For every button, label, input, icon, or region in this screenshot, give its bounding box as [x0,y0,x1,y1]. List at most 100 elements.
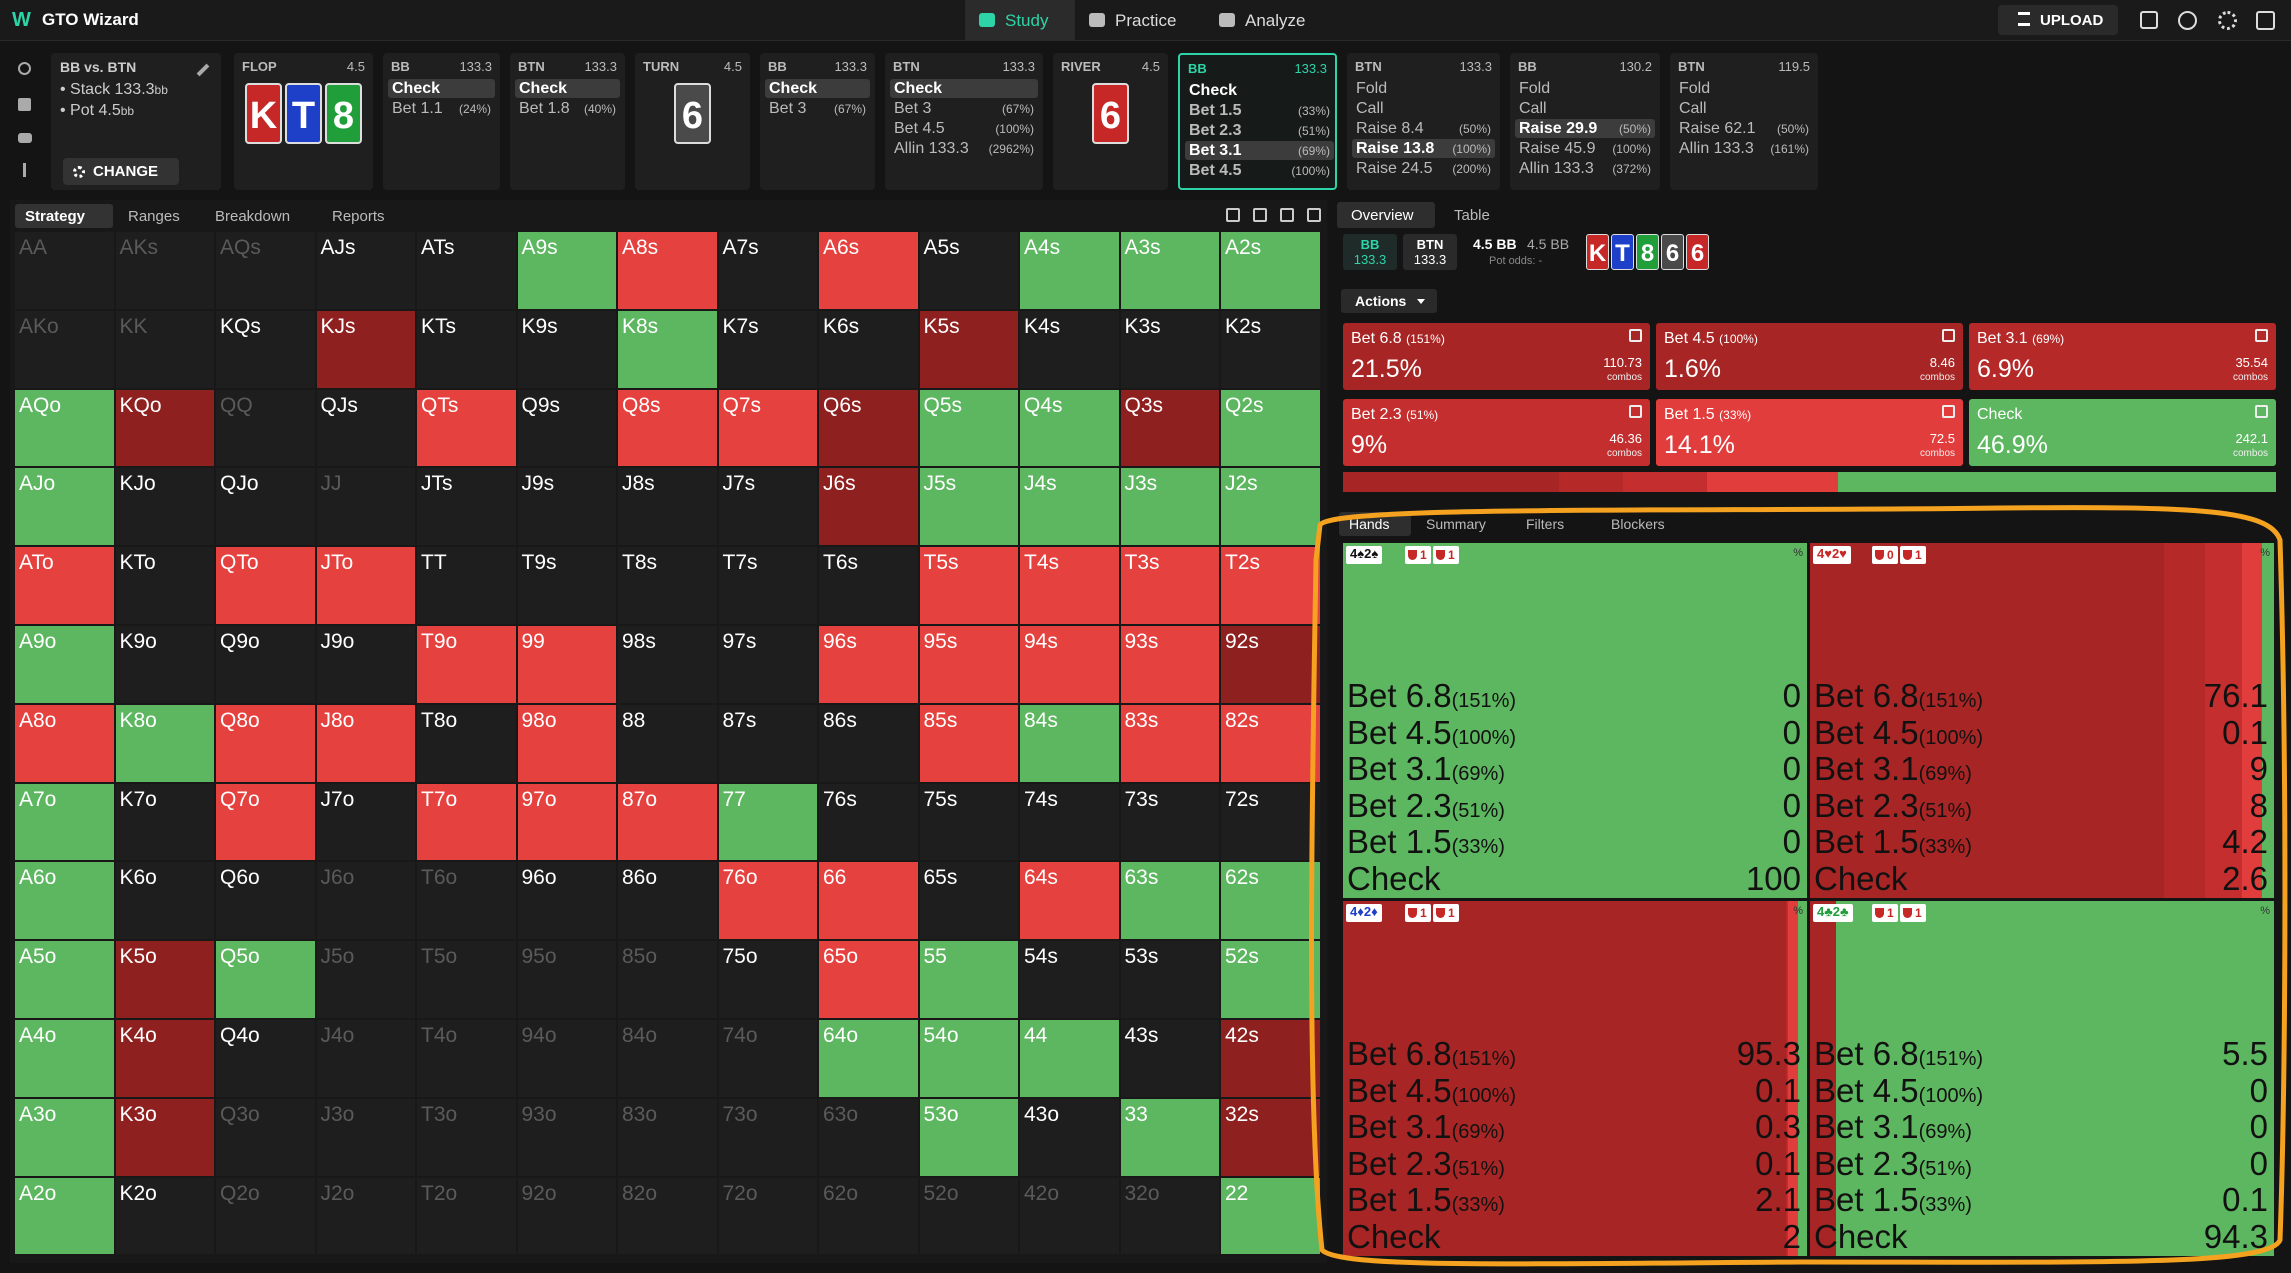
hand-cell[interactable]: KK [115,310,214,388]
hand-cell[interactable]: K7s [718,310,817,388]
action-option[interactable]: Call [1675,99,1813,118]
hand-cell[interactable]: 96s [819,626,918,703]
action-option[interactable]: Bet 3 (67%) [765,99,870,118]
nav-tab[interactable]: Study [965,0,1075,41]
action-option[interactable]: Raise 45.9 (100%) [1515,139,1655,158]
hand-cell[interactable]: J3o [316,1098,415,1176]
hand-cell[interactable]: QJs [316,389,415,467]
hand-cell[interactable]: AA [15,232,114,309]
hand-cell[interactable]: T7o [417,783,516,861]
hand-cell[interactable]: 54s [1020,941,1119,1018]
hand-cell[interactable]: 73s [1120,783,1219,861]
action-card[interactable]: Bet 4.5 (100%) 1.6% 8.46 combos [1656,323,1963,390]
action-option[interactable]: Check [1185,81,1334,100]
hand-cell[interactable]: ATs [417,232,516,309]
hand-cell[interactable]: 98o [517,704,616,782]
hand-cell[interactable]: A5s [919,232,1018,309]
hand-cell[interactable]: QTo [216,547,315,624]
hands-tab[interactable]: Summary [1416,512,1511,536]
hand-cell[interactable]: T3s [1120,547,1219,624]
hand-cell[interactable]: A7o [15,783,114,861]
hand-cell[interactable]: 83s [1120,704,1219,782]
hand-cell[interactable]: T4s [1020,547,1119,624]
hand-cell[interactable]: ATo [15,547,114,624]
hand-cell[interactable]: JTs [417,468,516,546]
hand-cell[interactable]: T6o [417,862,516,940]
hand-cell[interactable]: 93o [517,1098,616,1176]
hand-cell[interactable]: AJs [316,232,415,309]
hand-cell[interactable]: T3o [417,1098,516,1176]
hand-cell[interactable]: K3o [115,1098,214,1176]
hand-cell[interactable]: JJ [316,468,415,546]
hand-cell[interactable]: 76o [718,862,817,940]
action-card[interactable]: Bet 2.3 (51%) 9% 46.36 combos [1343,399,1650,466]
hand-cell[interactable]: Q8s [618,389,717,467]
hand-cell[interactable]: 42o [1020,1177,1119,1255]
hand-cell[interactable]: T6s [819,547,918,624]
hand-cell[interactable]: J4o [316,1020,415,1097]
hand-cell[interactable]: A4s [1020,232,1119,309]
hand-cell[interactable]: Q5s [919,389,1018,467]
hand-cell[interactable]: A3s [1120,232,1219,309]
hand-cell[interactable]: KJo [115,468,214,546]
hand-cell[interactable]: 72s [1221,783,1320,861]
action-column[interactable]: RIVER 4.5 6 [1053,53,1168,190]
hand-cell[interactable]: 64o [819,1020,918,1097]
tool-icon[interactable] [18,98,31,111]
action-card[interactable]: Bet 3.1 (69%) 6.9% 35.54 combos [1969,323,2276,390]
hand-cell[interactable]: 74o [718,1020,817,1097]
hand-cell[interactable]: T2o [417,1177,516,1255]
action-column[interactable]: FLOP 4.5 K T 8 [234,53,373,190]
action-card[interactable]: Bet 1.5 (33%) 14.1% 72.5 combos [1656,399,1963,466]
hand-cell[interactable]: AKs [115,232,214,309]
actions-dropdown[interactable]: Actions [1341,289,1437,313]
hand-cell[interactable]: K2o [115,1177,214,1255]
hand-cell[interactable]: 62o [819,1177,918,1255]
tool-icon[interactable] [18,62,31,75]
hand-cell[interactable]: Q7s [718,389,817,467]
hand-cell[interactable]: Q4s [1020,389,1119,467]
strategy-tab[interactable]: Breakdown [205,204,317,228]
hand-cell[interactable]: 53o [919,1098,1018,1176]
hand-cell[interactable]: KQs [216,310,315,388]
action-option[interactable]: Call [1515,99,1655,118]
hand-cell[interactable]: 82s [1221,704,1320,782]
settings-icon[interactable] [2218,11,2237,30]
strategy-tab[interactable]: Strategy [15,204,113,228]
hand-cell[interactable]: A2s [1221,232,1320,309]
hand-cell[interactable]: 95s [919,626,1018,703]
hand-cell[interactable]: J5s [919,468,1018,546]
hand-cell[interactable]: K5s [919,310,1018,388]
hand-cell[interactable]: T9s [517,547,616,624]
upload-button[interactable] [1998,5,2118,35]
action-column[interactable]: BTN 133.3 Check Bet 3 (67%) Bet 4.5 (100%) Alli… [885,53,1043,190]
hand-cell[interactable]: KJs [316,310,415,388]
hand-cell[interactable]: 73o [718,1098,817,1176]
hand-cell[interactable]: Q4o [216,1020,315,1097]
screenshot-icon[interactable] [2140,11,2158,29]
hand-cell[interactable]: K8s [618,310,717,388]
hand-cell[interactable]: 86s [819,704,918,782]
hand-cell[interactable]: 93s [1120,626,1219,703]
hand-cell[interactable]: Q3s [1120,389,1219,467]
hand-cell[interactable]: 43s [1120,1020,1219,1097]
hand-cell[interactable]: KQo [115,389,214,467]
hand-cell[interactable]: 98s [618,626,717,703]
profile-icon[interactable] [2256,11,2275,30]
action-card[interactable]: Bet 6.8 (151%) 21.5% 110.73 combos [1343,323,1650,390]
view-icon[interactable] [1280,208,1294,222]
hand-cell[interactable]: J9s [517,468,616,546]
hand-cell[interactable]: 95o [517,941,616,1018]
hand-cell[interactable]: AQs [216,232,315,309]
hand-cell[interactable]: 76s [819,783,918,861]
hand-cell[interactable]: Q9o [216,626,315,703]
action-option[interactable]: Fold [1675,79,1813,98]
hand-cell[interactable]: T8s [618,547,717,624]
action-option[interactable]: Call [1352,99,1495,118]
action-column[interactable]: BTN 133.3 Fold Call Raise 8.4 (50%) Raise 13.8… [1347,53,1500,190]
action-option[interactable]: Check [765,79,870,98]
action-column[interactable]: BB 130.2 Fold Call Raise 29.9 (50%) Raise 45.9… [1510,53,1660,190]
nav-tab[interactable]: Analyze [1205,0,1330,41]
hand-cell[interactable]: QTs [417,389,516,467]
hand-cell[interactable]: 52o [919,1177,1018,1255]
